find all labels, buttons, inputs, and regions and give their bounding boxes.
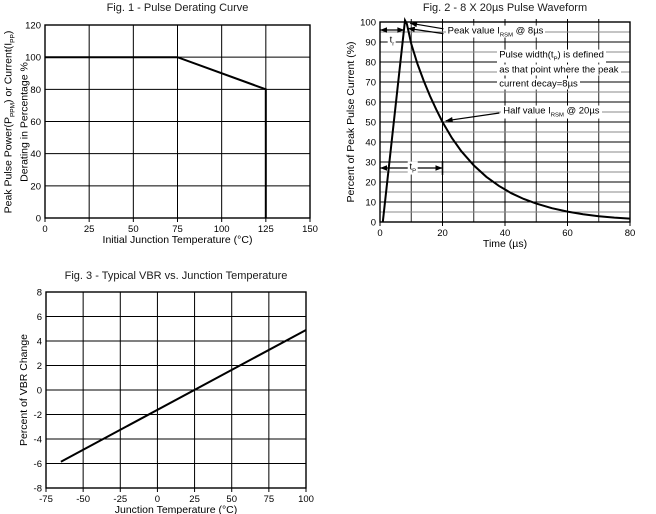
svg-text:4: 4 bbox=[37, 337, 42, 348]
svg-text:0: 0 bbox=[42, 224, 47, 235]
svg-text:40: 40 bbox=[500, 228, 511, 239]
svg-text:-75: -75 bbox=[39, 494, 53, 505]
svg-text:-4: -4 bbox=[34, 435, 42, 446]
svg-text:6: 6 bbox=[37, 312, 42, 323]
svg-text:-8: -8 bbox=[34, 484, 42, 495]
svg-text:30: 30 bbox=[365, 158, 376, 169]
fig1-chart-canvas: 0 25 50 75 100 125 150 0 20 40 60 80 100 120 bbox=[25, 21, 318, 236]
svg-text:40: 40 bbox=[30, 149, 41, 160]
annotation-label: current decay=8µs bbox=[497, 78, 580, 90]
fig1-x-axis-label: Initial Junction Temperature (°C) bbox=[102, 234, 253, 246]
svg-text:100: 100 bbox=[214, 224, 230, 235]
fig2-y-axis-label: Percent of Peak Pulse Current (%) bbox=[345, 41, 359, 202]
svg-text:0: 0 bbox=[37, 386, 42, 397]
svg-text:50: 50 bbox=[226, 494, 237, 505]
svg-text:60: 60 bbox=[30, 117, 41, 128]
fig2-x-axis-label: Time (µs) bbox=[482, 238, 528, 250]
svg-text:-50: -50 bbox=[76, 494, 90, 505]
fig2-title: Fig. 2 - 8 X 20µs Pulse Waveform bbox=[422, 2, 588, 14]
fig3-title: Fig. 3 - Typical VBR vs. Junction Temper… bbox=[64, 270, 288, 282]
svg-text:50: 50 bbox=[365, 118, 376, 129]
svg-text:90: 90 bbox=[365, 38, 376, 49]
svg-text:-25: -25 bbox=[113, 494, 127, 505]
fig1-y-axis-label-line1: Peak Pulse Power(PPPM) or Current(IPP) bbox=[2, 30, 17, 213]
svg-text:150: 150 bbox=[302, 224, 318, 235]
svg-text:0: 0 bbox=[36, 214, 41, 225]
svg-text:-2: -2 bbox=[34, 410, 42, 421]
svg-text:100: 100 bbox=[360, 18, 376, 29]
svg-text:40: 40 bbox=[365, 138, 376, 149]
svg-text:0: 0 bbox=[377, 228, 382, 239]
fig1-pulse-derating-curve-chart: 0 25 50 75 100 125 150 0 20 40 60 80 100 120 Fig. 1 -… bbox=[0, 0, 330, 255]
svg-text:75: 75 bbox=[264, 494, 275, 505]
svg-text:80: 80 bbox=[365, 58, 376, 69]
svg-text:50: 50 bbox=[128, 224, 139, 235]
fig3-y-axis-label-line1: Percent of VBR Change bbox=[18, 333, 31, 447]
svg-text:100: 100 bbox=[25, 53, 41, 64]
annotation-label: tr bbox=[387, 34, 397, 48]
svg-text:70: 70 bbox=[365, 78, 376, 89]
annotation-label: Half value IRSM @ 20µs bbox=[501, 105, 602, 119]
svg-text:125: 125 bbox=[258, 224, 274, 235]
svg-text:2: 2 bbox=[37, 361, 42, 372]
fig3-y-axis-label: Percent of VBR Change bbox=[18, 334, 32, 446]
annotation-label: as that point where the peak bbox=[497, 64, 621, 76]
svg-text:120: 120 bbox=[25, 21, 41, 32]
annotation-label: Pulse width(tP) is defined bbox=[497, 49, 606, 63]
svg-text:60: 60 bbox=[562, 228, 573, 239]
svg-text:25: 25 bbox=[84, 224, 95, 235]
fig1-y-axis-label: Peak Pulse Power(PPPM) or Current(IPP) D… bbox=[2, 30, 31, 213]
annotation-label: tP bbox=[407, 161, 419, 175]
svg-text:20: 20 bbox=[365, 178, 376, 189]
svg-text:100: 100 bbox=[298, 494, 314, 505]
svg-text:0: 0 bbox=[371, 218, 376, 229]
svg-text:10: 10 bbox=[365, 198, 376, 209]
svg-text:75: 75 bbox=[172, 224, 183, 235]
fig2-y-axis-label-line1: Percent of Peak Pulse Current (%) bbox=[345, 41, 358, 203]
svg-text:0: 0 bbox=[155, 494, 160, 505]
svg-text:8: 8 bbox=[37, 288, 42, 299]
fig2-chart-canvas: 0 20 40 60 80 0 10 20 30 40 50 60 70 80 90 100 bbox=[360, 17, 636, 239]
svg-text:-6: -6 bbox=[34, 459, 42, 470]
svg-text:20: 20 bbox=[30, 181, 41, 192]
svg-text:80: 80 bbox=[625, 228, 636, 239]
fig3-chart-canvas: -75 -50 -25 0 25 50 75 100 -8 -6 -4 -2 0 2 4 6 8 bbox=[34, 288, 314, 506]
fig1-y-axis-label-line2: Derating in Percentage % bbox=[17, 61, 30, 182]
fig2-pulse-waveform-chart: 0 20 40 60 80 0 10 20 30 40 50 60 70 80 90 100 Fig. 2 -… bbox=[330, 0, 656, 255]
fig3-x-axis-label: Junction Temperature (°C) bbox=[114, 504, 238, 514]
svg-text:80: 80 bbox=[30, 85, 41, 96]
fig1-title: Fig. 1 - Pulse Derating Curve bbox=[106, 2, 249, 14]
annotation-label: Peak value IRSM @ 8µs bbox=[445, 25, 546, 39]
fig3-vbr-vs-temperature-chart: -75 -50 -25 0 25 50 75 100 -8 -6 -4 -2 0 2 4 6 8 Fig. 3 … bbox=[0, 260, 340, 514]
svg-text:20: 20 bbox=[437, 228, 448, 239]
svg-text:25: 25 bbox=[189, 494, 200, 505]
svg-text:60: 60 bbox=[365, 98, 376, 109]
